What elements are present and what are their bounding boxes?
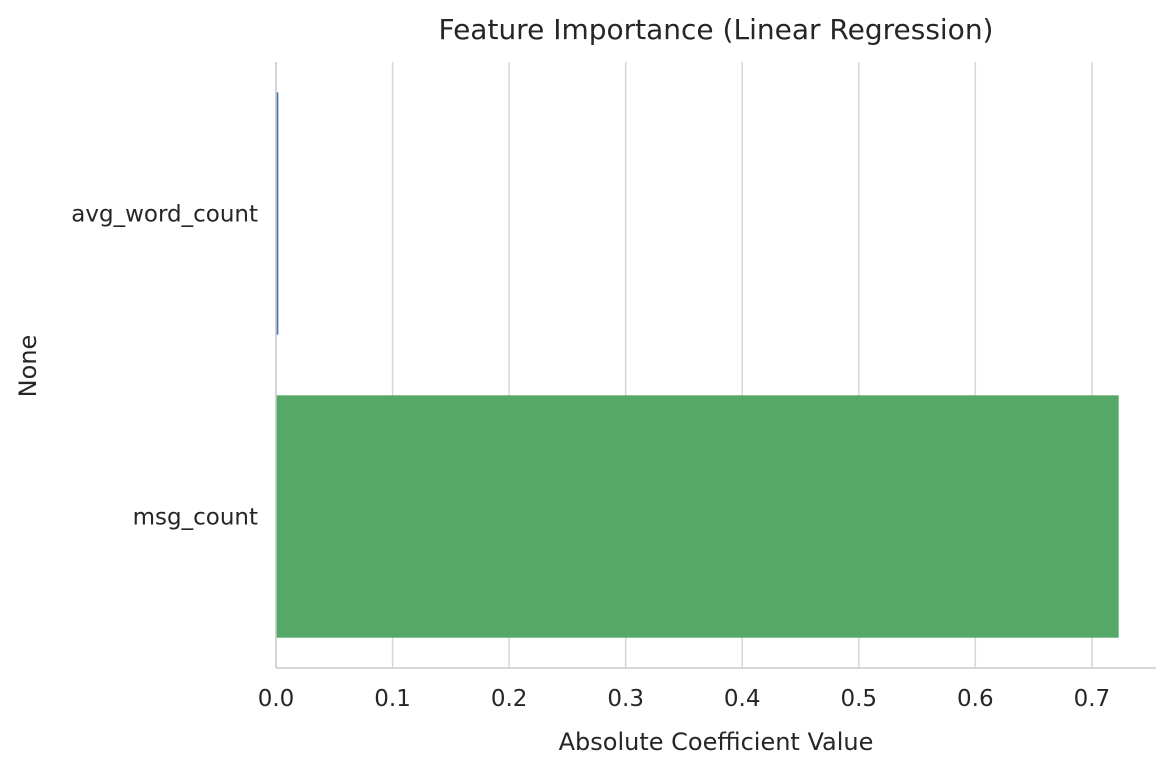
bar-msg-count: [276, 395, 1119, 638]
x-tick-label: 0.5: [840, 686, 877, 712]
x-tick-label: 0.1: [374, 686, 411, 712]
y-tick-label: msg_count: [133, 505, 258, 531]
x-axis-title: Absolute Coefficient Value: [559, 728, 874, 756]
y-tick-labels: avg_word_count msg_count: [71, 202, 258, 531]
x-tick-label: 0.6: [957, 686, 994, 712]
bars: [276, 92, 1119, 638]
x-tick-label: 0.2: [491, 686, 528, 712]
x-tick-label: 0.3: [607, 686, 644, 712]
x-tick-label: 0.7: [1074, 686, 1111, 712]
x-tick-label: 0.0: [258, 686, 295, 712]
x-tick-labels: 0.0 0.1 0.2 0.3 0.4 0.5 0.6 0.7: [258, 686, 1110, 712]
gridlines: [275, 62, 1093, 668]
x-tick-label: 0.4: [724, 686, 761, 712]
chart-title: Feature Importance (Linear Regression): [439, 13, 994, 46]
axes-frame: [275, 62, 1156, 669]
y-tick-label: avg_word_count: [71, 202, 258, 228]
bar-avg-word-count: [276, 92, 279, 335]
y-axis-title: None: [14, 335, 42, 398]
